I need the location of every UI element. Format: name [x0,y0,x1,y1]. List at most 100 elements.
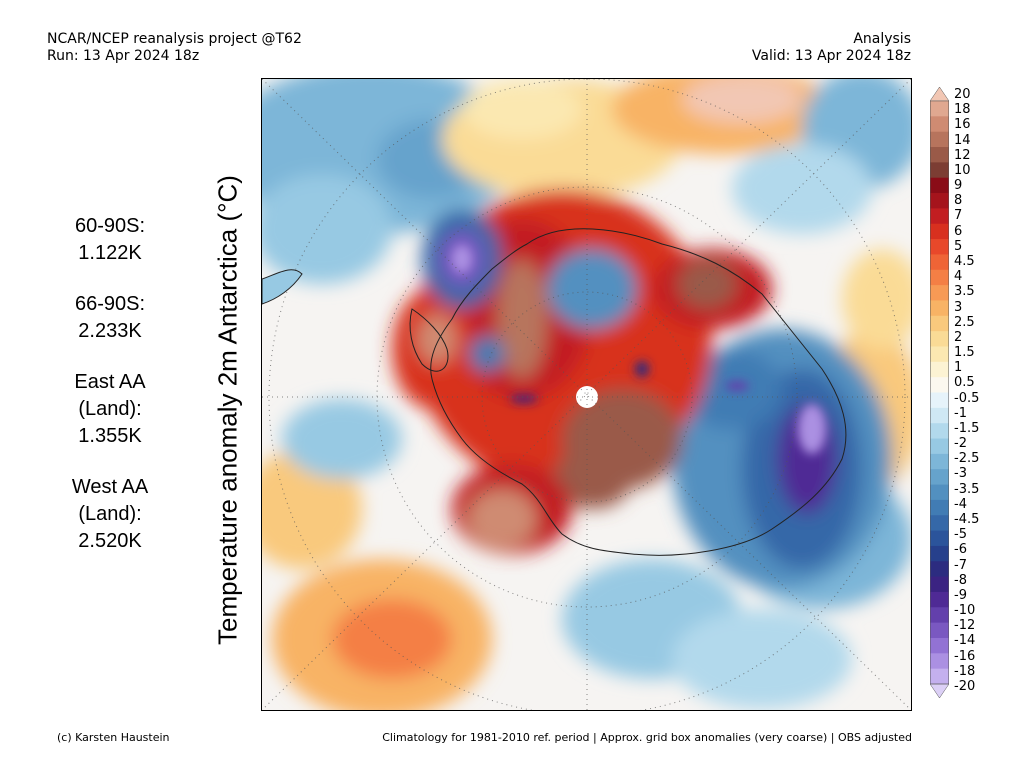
footer-note: Climatology for 1981-2010 ref. period | … [382,731,912,744]
colorbar-swatch [930,315,949,332]
colorbar-swatch [930,561,949,578]
colorbar [929,86,950,699]
colorbar-label: 14 [954,132,971,148]
colorbar-swatch [930,331,949,347]
colorbar-swatch [930,361,949,378]
colorbar-swatches [929,86,950,699]
colorbar-swatch [930,469,949,485]
colorbar-label: 4.5 [954,253,975,269]
colorbar-label: -14 [954,633,976,649]
colorbar-swatch [930,515,949,531]
colorbar-label: -2 [954,436,967,452]
colorbar-swatch [930,407,949,424]
stat-west-aa-line1: West AA [71,476,149,498]
colorbar-label: -12 [954,618,976,634]
colorbar-swatch [930,545,949,562]
colorbar-swatch [930,377,949,393]
colorbar-label: 18 [954,102,971,118]
stat-66-90s: 66-90S: 2.233K [48,291,172,345]
colorbar-swatch [930,300,949,317]
colorbar-swatch [930,637,949,654]
colorbar-swatch [930,131,949,148]
colorbar-label: -9 [954,587,967,603]
colorbar-label: 3 [954,299,963,315]
stat-west-aa: West AA (Land): 2.520K [48,474,172,555]
colorbar-label: 2 [954,329,963,345]
colorbar-label: -10 [954,603,976,619]
colorbar-swatch [930,484,949,501]
stat-east-aa: East AA (Land): 1.355K [48,369,172,450]
colorbar-swatch [930,499,949,516]
colorbar-label: 20 [954,87,971,102]
colorbar-label: 8 [954,193,963,209]
stat-60-90s: 60-90S: 1.122K [48,213,172,267]
colorbar-label: -4.5 [954,512,980,528]
stat-60-90s-value: 1.122K [78,242,142,264]
colorbar-label: -4 [954,496,967,512]
colorbar-label: -0.5 [954,390,980,406]
colorbar-swatch [930,177,949,194]
colorbar-label: 7 [954,208,963,224]
stats-panel: 60-90S: 1.122K 66-90S: 2.233K East AA (L… [48,213,172,579]
colorbar-label: -6 [954,542,967,558]
colorbar-swatch [930,622,949,639]
valid-time: Valid: 13 Apr 2024 18z [751,48,911,64]
map-title: Temperature anomaly 2m Antarctica (°C) [212,175,243,645]
colorbar-label: 4 [954,269,963,285]
colorbar-swatch [930,530,949,547]
colorbar-label: -7 [954,557,967,573]
colorbar-swatch [930,269,949,286]
colorbar-label: -16 [954,648,976,664]
colorbar-label: 2.5 [954,314,975,330]
stat-east-aa-value: 1.355K [78,425,142,447]
colorbar-label: 10 [954,162,971,178]
colorbar-swatch [930,193,949,209]
colorbar-swatch [930,116,949,133]
colorbar-label: -18 [954,663,976,679]
colorbar-label: 1 [954,360,963,376]
colorbar-swatch [930,668,949,685]
colorbar-swatch [930,653,949,670]
colorbar-label: -2.5 [954,451,980,467]
run-time: Run: 13 Apr 2024 18z [47,48,200,64]
colorbar-swatch [930,162,949,179]
colorbar-label: -20 [954,679,976,694]
colorbar-label: -5 [954,527,967,543]
model-title: NCAR/NCEP reanalysis project @T62 [47,31,302,47]
analysis-label: Analysis [853,31,911,47]
colorbar-label: 9 [954,178,963,194]
colorbar-swatch [930,392,949,409]
colorbar-swatch [930,346,949,363]
stat-west-aa-value: 2.520K [78,530,142,552]
colorbar-label: -3 [954,466,967,482]
colorbar-label: -8 [954,572,967,588]
colorbar-frame [930,100,949,685]
colorbar-swatch [930,101,949,117]
colorbar-swatch [930,285,949,301]
anomaly-field [262,79,911,710]
colorbar-swatch [930,438,949,455]
stat-66-90s-label: 66-90S: [74,293,146,315]
colorbar-label: 1.5 [954,345,975,361]
colorbar-label: 3.5 [954,284,975,300]
credit: (c) Karsten Haustein [57,731,170,744]
stat-east-aa-line1: East AA [74,371,146,393]
colorbar-label: 5 [954,238,963,254]
colorbar-swatch [930,423,949,439]
colorbar-label: -3.5 [954,481,980,497]
stat-east-aa-line2: (Land): [78,398,142,420]
colorbar-label: 0.5 [954,375,975,391]
colorbar-swatch [930,208,949,225]
stat-west-aa-line2: (Land): [78,503,142,525]
colorbar-swatch [930,239,949,255]
anomaly-map [261,78,912,711]
colorbar-label: 6 [954,223,963,239]
stat-66-90s-value: 2.233K [78,320,142,342]
colorbar-swatch [930,576,949,593]
stat-60-90s-label: 60-90S: [74,215,146,237]
colorbar-label: 12 [954,147,971,163]
colorbar-swatch [930,223,949,240]
colorbar-swatch [930,453,949,470]
colorbar-label: 16 [954,117,971,133]
colorbar-swatch [930,591,949,608]
